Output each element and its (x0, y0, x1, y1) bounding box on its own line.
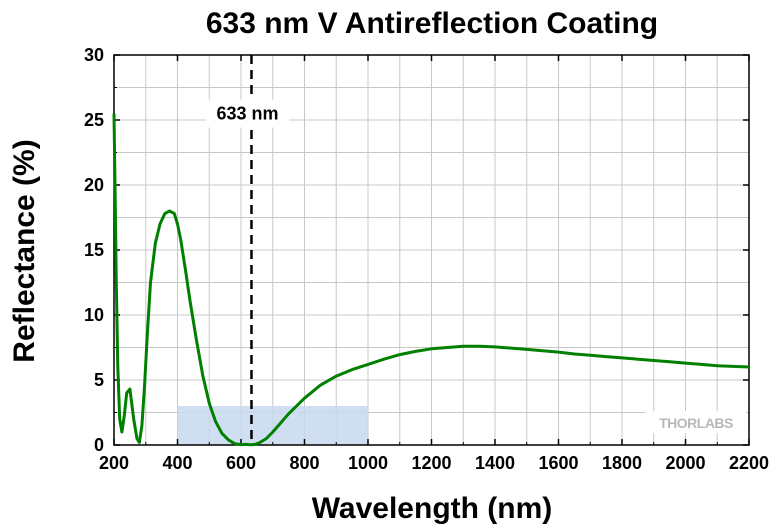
y-tick-label: 30 (84, 45, 104, 65)
x-tick-label: 1200 (411, 453, 451, 473)
x-tick-label: 2200 (729, 453, 769, 473)
y-tick-label: 20 (84, 175, 104, 195)
x-tick-labels: 200 400 600 800 1000 1200 1400 1600 1800 2000 2200 (99, 453, 769, 473)
x-tick-label: 1400 (475, 453, 515, 473)
grid (114, 55, 749, 445)
y-axis-label: Reflectance (%) (8, 139, 41, 362)
y-tick-labels: 0 5 10 15 20 25 30 (84, 45, 104, 455)
y-tick-label: 0 (94, 435, 104, 455)
x-tick-label: 800 (289, 453, 319, 473)
x-tick-label: 1800 (602, 453, 642, 473)
marker-label-background (205, 99, 290, 128)
x-tick-label: 200 (99, 453, 129, 473)
x-tick-label: 400 (162, 453, 192, 473)
chart-title: 633 nm V Antireflection Coating (206, 7, 658, 40)
series-reflectance-line (112, 113, 750, 447)
y-tick-label: 10 (84, 305, 104, 325)
shaded-region (177, 406, 368, 445)
thorlabs-logo: THORLABS (646, 411, 746, 433)
y-tick-label: 5 (94, 370, 104, 390)
x-tick-label: 2000 (665, 453, 705, 473)
y-tick-label: 25 (84, 110, 104, 130)
x-tick-label: 600 (226, 453, 256, 473)
y-tick-label: 15 (84, 240, 104, 260)
axes (113, 54, 750, 446)
x-axis-label: Wavelength (nm) (312, 492, 553, 525)
logo-text: THORLABS (659, 415, 733, 431)
x-tick-label: 1600 (538, 453, 578, 473)
x-tick-label: 1000 (348, 453, 388, 473)
marker-label: 633 nm (216, 104, 278, 124)
